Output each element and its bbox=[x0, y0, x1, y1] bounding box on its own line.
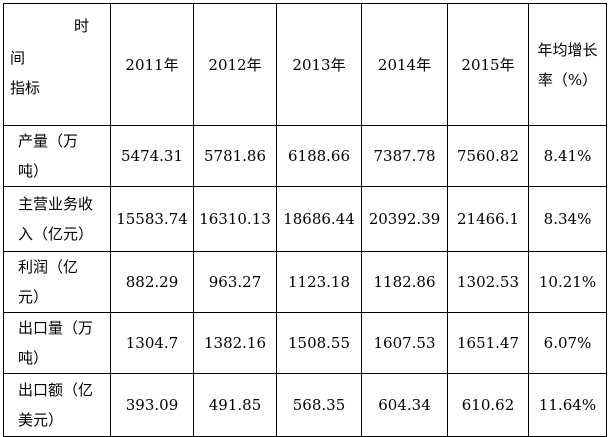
column-header: 2014年 bbox=[361, 3, 448, 126]
corner-cell: 时 间 指标 bbox=[3, 3, 111, 126]
table-cell: 1508.55 bbox=[276, 312, 362, 374]
table-cell: 610.62 bbox=[447, 373, 529, 437]
table-cell: 18686.44 bbox=[276, 186, 362, 252]
table-cell: 11.64% bbox=[528, 373, 607, 437]
row-label: 产量（万吨） bbox=[3, 125, 111, 187]
table-row: 产量（万吨） 5474.31 5781.86 6188.66 7387.78 7560.8… bbox=[3, 125, 607, 187]
table-cell: 8.41% bbox=[528, 125, 607, 187]
table-cell: 6.07% bbox=[528, 312, 607, 374]
header-row: 时 间 指标 2011年 2012年 2013年 2014年 2015年 年均增长率（%） bbox=[3, 3, 607, 126]
table-cell: 1123.18 bbox=[276, 251, 362, 313]
table-cell: 21466.1 bbox=[447, 186, 529, 252]
table-cell: 1382.16 bbox=[193, 312, 277, 374]
table-cell: 5474.31 bbox=[110, 125, 194, 187]
table-body: 时 间 指标 2011年 2012年 2013年 2014年 2015年 年均增长率（%）… bbox=[3, 3, 607, 437]
table-cell: 1182.86 bbox=[361, 251, 448, 313]
column-header: 2012年 bbox=[193, 3, 277, 126]
table-cell: 6188.66 bbox=[276, 125, 362, 187]
table-row: 出口额（亿美元） 393.09 491.85 568.35 604.34 610.62 11… bbox=[3, 373, 607, 437]
table-cell: 16310.13 bbox=[193, 186, 277, 252]
table-cell: 882.29 bbox=[110, 251, 194, 313]
table-row: 主营业务收入（亿元） 15583.74 16310.13 18686.44 20392.… bbox=[3, 186, 607, 252]
table-cell: 604.34 bbox=[361, 373, 448, 437]
row-label: 出口额（亿美元） bbox=[3, 373, 111, 437]
table-cell: 5781.86 bbox=[193, 125, 277, 187]
corner-text: 指标 bbox=[10, 79, 41, 97]
table-row: 出口量（万吨） 1304.7 1382.16 1508.55 1607.53 1651.4… bbox=[3, 312, 607, 374]
corner-text: 间 bbox=[10, 49, 26, 67]
column-header: 年均增长率（%） bbox=[528, 3, 607, 126]
data-table: 时 间 指标 2011年 2012年 2013年 2014年 2015年 年均增长率（%）… bbox=[3, 3, 607, 437]
column-header: 2013年 bbox=[276, 3, 362, 126]
row-label: 利润（亿元） bbox=[3, 251, 111, 313]
row-label: 主营业务收入（亿元） bbox=[3, 186, 111, 252]
table-cell: 1607.53 bbox=[361, 312, 448, 374]
table-cell: 7560.82 bbox=[447, 125, 529, 187]
table-cell: 10.21% bbox=[528, 251, 607, 313]
table-cell: 1651.47 bbox=[447, 312, 529, 374]
column-header: 2011年 bbox=[110, 3, 194, 126]
row-label: 出口量（万吨） bbox=[3, 312, 111, 374]
table-cell: 7387.78 bbox=[361, 125, 448, 187]
table-cell: 963.27 bbox=[193, 251, 277, 313]
column-header: 2015年 bbox=[447, 3, 529, 126]
table-cell: 1302.53 bbox=[447, 251, 529, 313]
table-row: 利润（亿元） 882.29 963.27 1123.18 1182.86 1302.53 1… bbox=[3, 251, 607, 313]
corner-text: 时 bbox=[74, 17, 90, 35]
table-cell: 491.85 bbox=[193, 373, 277, 437]
table-cell: 1304.7 bbox=[110, 312, 194, 374]
table-cell: 8.34% bbox=[528, 186, 607, 252]
table-cell: 20392.39 bbox=[361, 186, 448, 252]
table-cell: 393.09 bbox=[110, 373, 194, 437]
table-cell: 568.35 bbox=[276, 373, 362, 437]
table-cell: 15583.74 bbox=[110, 186, 194, 252]
